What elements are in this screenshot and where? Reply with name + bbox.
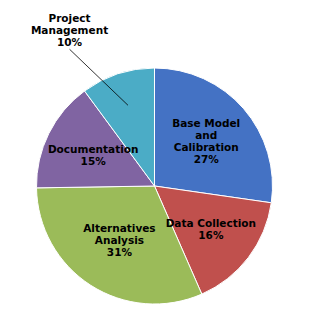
label-line: Calibration <box>174 141 239 153</box>
slice-label: Data Collection16% <box>166 217 256 241</box>
slice-label: ProjectManagement10% <box>31 12 108 48</box>
slice-label: Documentation15% <box>48 143 139 167</box>
label-line: and <box>195 129 217 141</box>
pie-slice <box>85 68 155 186</box>
label-line: Data Collection <box>166 217 256 229</box>
slice-label: AlternativesAnalysis31% <box>83 222 155 258</box>
slices <box>37 68 273 304</box>
label-line: 31% <box>107 246 133 258</box>
label-line: Base Model <box>172 117 240 129</box>
label-line: 10% <box>57 36 83 48</box>
pie-slice <box>155 68 273 203</box>
pie-slice <box>37 186 202 304</box>
label-line: 15% <box>81 155 107 167</box>
label-line: Management <box>31 24 108 36</box>
labels: Base ModelandCalibration27% Data Collecti… <box>31 12 256 258</box>
leader-line <box>70 49 128 105</box>
label-line: Alternatives <box>83 222 155 234</box>
label-line: 27% <box>194 153 220 165</box>
slice-label: Base ModelandCalibration27% <box>172 117 240 165</box>
label-line: Documentation <box>48 143 139 155</box>
label-line: Project <box>49 12 91 24</box>
label-line: Analysis <box>95 234 144 246</box>
label-line: 16% <box>198 229 224 241</box>
chart: Base ModelandCalibration27% Data Collecti… <box>0 0 309 319</box>
